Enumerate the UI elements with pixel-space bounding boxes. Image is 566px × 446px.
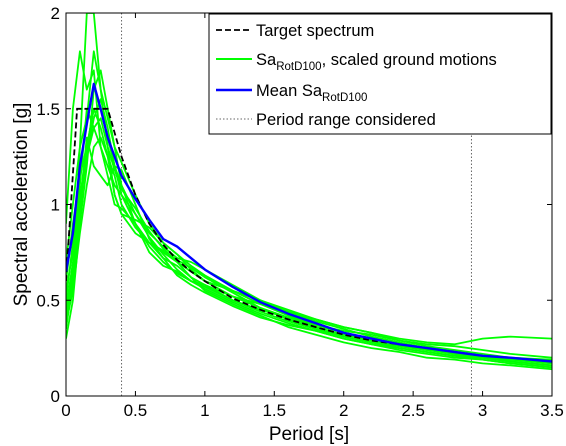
x-tick-label: 1.5 [262,401,286,420]
y-tick-label: 0 [51,387,60,406]
x-tick-label: 2 [339,401,348,420]
y-tick-label: 2 [51,4,60,23]
mean-spectrum-series [66,82,552,363]
x-tick-label: 3 [478,401,487,420]
y-tick-label: 0.5 [36,291,60,310]
x-tick-label: 1 [200,401,209,420]
legend-box [208,13,552,135]
x-tick-label: 3.5 [540,401,564,420]
ground-motion-line-8 [66,69,552,361]
x-axis-ticks: 0 0.5 1 1.5 2 2.5 3 3.5 [61,13,564,420]
legend: Target spectrum SaRotD100, scaled ground … [208,13,552,135]
legend-label-mean: Mean SaRotD100 [256,82,367,104]
y-tick-label: 1.5 [36,100,60,119]
legend-label-target: Target spectrum [256,22,374,40]
x-tick-label: 2.5 [401,401,425,420]
y-axis-ticks: 0 0.5 1 1.5 2 [36,4,552,406]
ground-motion-line-6 [66,136,552,369]
legend-label-period-range: Period range considered [256,111,436,129]
x-tick-label: 0 [61,401,70,420]
y-tick-label: 1 [51,196,60,215]
legend-label-ground-motions: SaRotD100, scaled ground motions [256,51,497,73]
y-axis-label: Spectral acceleration [g] [11,103,32,307]
x-tick-label: 0.5 [124,401,148,420]
x-axis-label: Period [s] [269,424,349,445]
mean-spectrum-line [66,82,552,363]
